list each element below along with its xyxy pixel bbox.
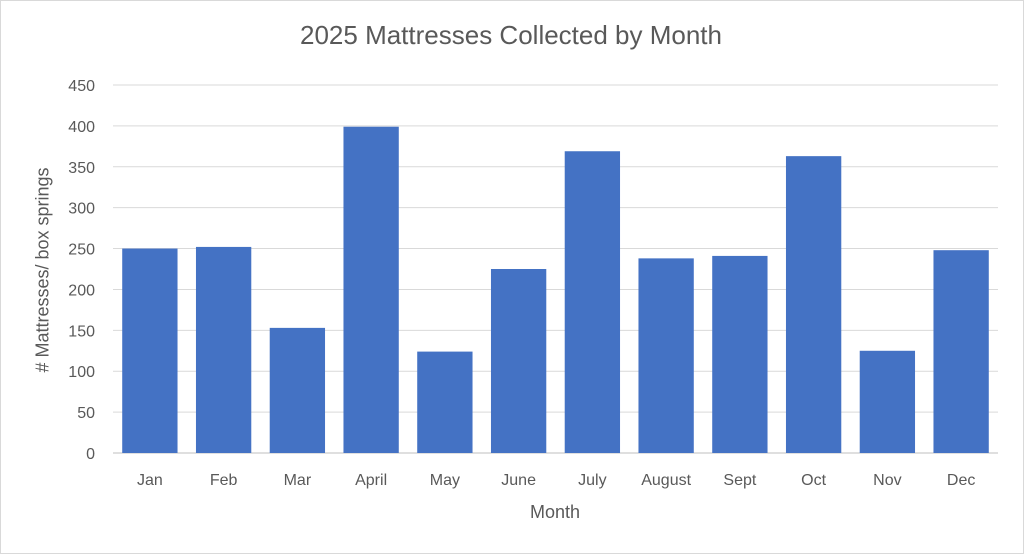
y-tick-label: 100 xyxy=(68,364,95,381)
bar xyxy=(859,350,916,453)
y-tick-label: 150 xyxy=(68,323,95,340)
x-tick-label: June xyxy=(501,472,536,489)
x-tick-label: August xyxy=(641,472,691,489)
y-tick-label: 350 xyxy=(68,160,95,177)
x-tick-label: Feb xyxy=(210,472,238,489)
bar xyxy=(933,250,989,453)
y-tick-label: 450 xyxy=(68,78,95,95)
bar xyxy=(712,255,768,453)
x-tick-label: Oct xyxy=(801,472,826,489)
y-tick-label: 250 xyxy=(68,242,95,259)
bar xyxy=(564,151,621,454)
y-tick-label: 50 xyxy=(77,405,95,422)
x-tick-label: Dec xyxy=(947,472,975,489)
bar xyxy=(343,126,399,453)
x-tick-label: Sept xyxy=(723,472,756,489)
bar xyxy=(490,269,547,453)
bar xyxy=(785,156,842,453)
x-tick-label: May xyxy=(430,472,460,489)
chart-title: 2025 Mattresses Collected by Month xyxy=(300,20,722,50)
y-tick-label: 200 xyxy=(68,282,95,299)
bar xyxy=(195,246,252,453)
bar xyxy=(417,351,473,453)
x-axis-title: Month xyxy=(529,502,581,522)
x-tick-label: July xyxy=(578,472,606,489)
bar xyxy=(638,258,694,453)
y-tick-label: 300 xyxy=(68,201,95,218)
x-tick-label: April xyxy=(355,472,387,489)
y-tick-label: 400 xyxy=(68,119,95,136)
x-tick-label: Jan xyxy=(137,472,163,489)
bar xyxy=(122,248,178,453)
y-tick-label: 0 xyxy=(86,446,95,463)
bar xyxy=(269,327,326,453)
x-tick-label: Nov xyxy=(873,472,901,489)
x-tick-label: Mar xyxy=(284,472,312,489)
